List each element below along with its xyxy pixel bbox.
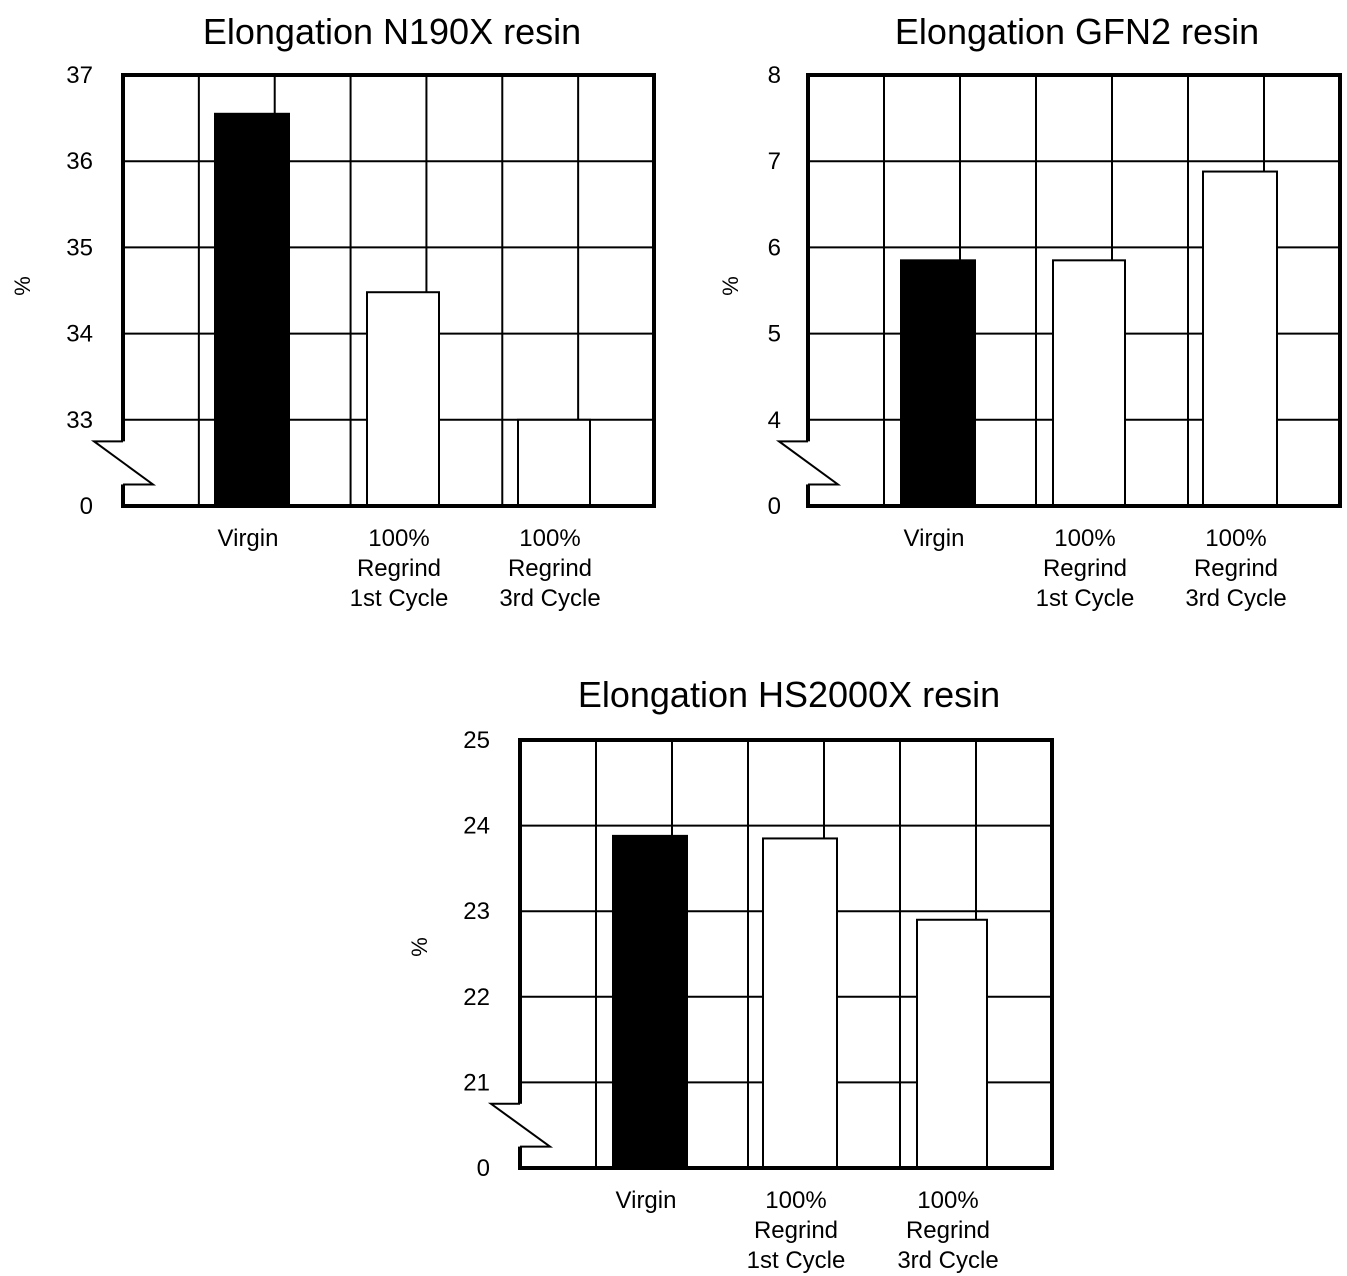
y-tick-label: 7 — [768, 148, 781, 175]
category-label-line: Regrind — [1043, 555, 1127, 582]
bar-virgin — [612, 834, 688, 1169]
category-label-line: Virgin — [616, 1187, 677, 1214]
category-label: 100% Regrind 1st Cycle — [350, 525, 449, 612]
category-label-line: Regrind — [906, 1217, 990, 1244]
category-label: 100% Regrind 3rd Cycle — [499, 525, 600, 612]
y-tick-label: 36 — [66, 148, 93, 175]
category-label: 100% Regrind 1st Cycle — [747, 1187, 846, 1274]
y-axis-label: % — [407, 937, 432, 957]
y-tick-label: 23 — [463, 898, 490, 925]
chart-title: Elongation N190X resin — [203, 11, 581, 52]
category-label-line: 3rd Cycle — [499, 585, 600, 612]
y-tick-label: 6 — [768, 234, 781, 261]
category-label-line: Virgin — [218, 525, 279, 552]
category-label-line: 100% — [917, 1187, 978, 1214]
axis-break-mark — [487, 1102, 554, 1148]
category-label: Virgin — [904, 525, 965, 552]
y-tick-label: 24 — [463, 813, 490, 840]
category-label-line: 1st Cycle — [1036, 585, 1135, 612]
y-tick-label: 21 — [463, 1069, 490, 1096]
bar-regrind-3rd-cycle — [916, 918, 988, 1170]
y-tick-label: 22 — [463, 984, 490, 1011]
bar-regrind-3rd-cycle — [1202, 170, 1278, 507]
category-label-line: 1st Cycle — [350, 585, 449, 612]
category-label: Virgin — [218, 525, 279, 552]
y-tick-label: 4 — [768, 407, 781, 434]
category-label: 100% Regrind 3rd Cycle — [1185, 525, 1286, 612]
plot-frame — [806, 73, 1342, 508]
category-label-line: Regrind — [357, 555, 441, 582]
y-tick-label: 0 — [80, 493, 93, 520]
category-label-line: Regrind — [508, 555, 592, 582]
category-label: 100% Regrind 1st Cycle — [1036, 525, 1135, 612]
category-label-line: 100% — [1205, 525, 1266, 552]
plot-frame — [518, 738, 1054, 1170]
bar-regrind-3rd-cycle — [517, 418, 591, 507]
chart-3: Elongation HS2000X resin 0 21 22 23 24 25% Virg… — [407, 674, 1054, 1274]
y-axis-label: % — [718, 276, 743, 296]
chart-title: Elongation HS2000X resin — [578, 674, 1000, 715]
bar-regrind-1st-cycle — [366, 291, 440, 507]
y-tick-label: 8 — [768, 62, 781, 89]
chart-2: Elongation GFN2 resin 0 4 5 6 7 8% Virgin 100% Re… — [718, 11, 1342, 612]
category-label: 100% Regrind 3rd Cycle — [897, 1187, 998, 1274]
y-tick-label: 5 — [768, 321, 781, 348]
y-tick-label: 25 — [463, 727, 490, 754]
plot-frame — [121, 73, 656, 508]
y-tick-label: 0 — [477, 1155, 490, 1182]
category-label-line: Regrind — [1194, 555, 1278, 582]
category-label-line: Regrind — [754, 1217, 838, 1244]
category-label-line: 100% — [368, 525, 429, 552]
category-label-line: 3rd Cycle — [1185, 585, 1286, 612]
category-label-line: 100% — [765, 1187, 826, 1214]
y-tick-label: 37 — [66, 62, 93, 89]
y-tick-label: 0 — [768, 493, 781, 520]
y-tick-label: 34 — [66, 321, 93, 348]
category-label: Virgin — [616, 1187, 677, 1214]
y-tick-label: 33 — [66, 407, 93, 434]
axis-break-mark — [90, 440, 157, 486]
category-label-line: 1st Cycle — [747, 1247, 846, 1274]
bar-regrind-1st-cycle — [1052, 259, 1126, 507]
y-axis-label: % — [10, 276, 35, 296]
bar-virgin — [900, 259, 976, 507]
category-label-line: Virgin — [904, 525, 965, 552]
category-label-line: 3rd Cycle — [897, 1247, 998, 1274]
bar-regrind-1st-cycle — [762, 837, 838, 1169]
bar-virgin — [214, 112, 290, 507]
category-label-line: 100% — [519, 525, 580, 552]
category-label-line: 100% — [1054, 525, 1115, 552]
chart-title: Elongation GFN2 resin — [895, 11, 1259, 52]
chart-1: Elongation N190X resin 0 33 34 35 36 37% Virgin… — [10, 11, 656, 612]
y-tick-label: 35 — [66, 234, 93, 261]
axis-break-mark — [775, 440, 842, 486]
